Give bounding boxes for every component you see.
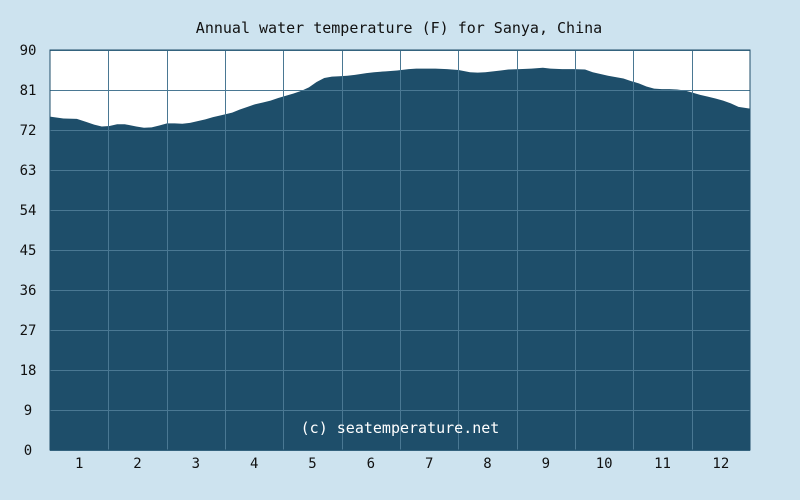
x-tick-label: 10 xyxy=(596,456,613,472)
y-tick-label: 45 xyxy=(20,243,37,259)
x-tick-label: 1 xyxy=(75,456,83,472)
y-tick-label: 27 xyxy=(20,323,37,339)
x-tick-label: 7 xyxy=(425,456,433,472)
x-tick-label: 8 xyxy=(483,456,491,472)
x-tick-label: 12 xyxy=(712,456,729,472)
y-tick-label: 90 xyxy=(20,43,37,59)
x-axis-ticks: 1 2 3 4 5 6 7 8 9 10 11 12 xyxy=(75,456,729,472)
plot-border xyxy=(49,49,751,451)
y-tick-label: 54 xyxy=(20,203,37,219)
watermark: (c) seatemperature.net xyxy=(301,419,500,437)
x-tick-label: 6 xyxy=(367,456,375,472)
y-tick-label: 18 xyxy=(20,363,37,379)
y-tick-label: 63 xyxy=(20,163,37,179)
y-tick-label: 81 xyxy=(20,83,37,99)
x-tick-label: 2 xyxy=(133,456,141,472)
y-axis-ticks: 0 9 18 27 36 45 54 63 72 81 90 xyxy=(20,43,37,459)
x-tick-label: 5 xyxy=(308,456,316,472)
y-tick-label: 9 xyxy=(24,403,32,419)
x-tick-label: 3 xyxy=(192,456,200,472)
chart-title: Annual water temperature (F) for Sanya, … xyxy=(196,19,602,37)
x-tick-label: 9 xyxy=(542,456,550,472)
y-tick-label: 0 xyxy=(24,443,32,459)
y-tick-label: 36 xyxy=(20,283,37,299)
x-tick-label: 4 xyxy=(250,456,258,472)
x-tick-label: 11 xyxy=(654,456,671,472)
grid-overlay xyxy=(50,50,750,451)
y-tick-label: 72 xyxy=(20,123,37,139)
